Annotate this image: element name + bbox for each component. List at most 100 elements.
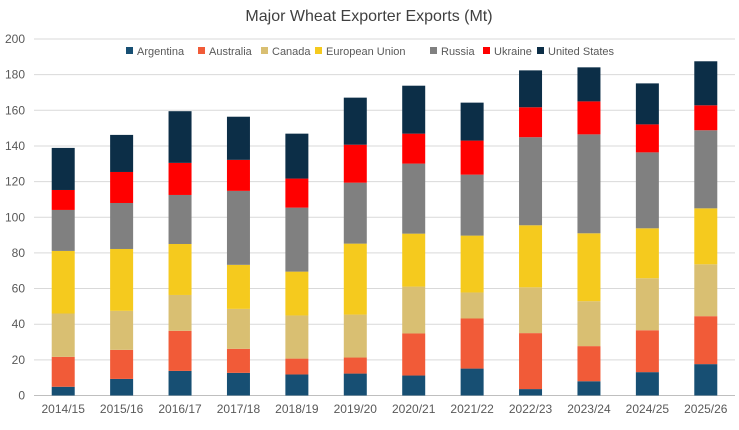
bar-canada: [519, 287, 543, 334]
bar-argentina: [635, 372, 659, 396]
x-tick-label: 2025/26: [684, 402, 728, 416]
x-tick-label: 2024/25: [626, 402, 670, 416]
bar-argentina: [519, 389, 543, 396]
bar-argentina: [343, 373, 367, 396]
bar-european-union: [577, 233, 601, 302]
x-tick-label: 2023/24: [567, 402, 611, 416]
x-tick-label: 2014/15: [42, 402, 86, 416]
bar-ukraine: [402, 133, 426, 164]
bar-canada: [694, 264, 718, 317]
y-tick-label: 60: [12, 282, 26, 296]
x-tick-label: 2020/21: [392, 402, 436, 416]
bar-australia: [694, 316, 718, 365]
bar-european-union: [460, 235, 484, 293]
legend-label: Ukraine: [494, 46, 532, 58]
bar-ukraine: [460, 140, 484, 175]
bar-russia: [694, 130, 718, 209]
bar-european-union: [694, 208, 718, 265]
bar-russia: [635, 152, 659, 229]
bar-ukraine: [51, 189, 75, 210]
bar-argentina: [402, 375, 426, 396]
legend-label: Australia: [209, 46, 253, 58]
bar-ukraine: [110, 171, 134, 203]
y-axis: 0 20 40 60 80 100 120 140 160 180 200: [5, 32, 25, 403]
bar-ukraine: [635, 124, 659, 153]
legend-swatch: [537, 47, 544, 54]
legend-label: Canada: [272, 46, 311, 58]
y-tick-label: 140: [5, 139, 25, 153]
legend-swatch: [261, 47, 268, 54]
bar-russia: [577, 134, 601, 234]
legend-label: Argentina: [137, 46, 185, 58]
bar-australia: [285, 358, 309, 375]
bar-united-states: [285, 133, 309, 179]
bar-european-union: [226, 264, 250, 309]
bar-argentina: [110, 378, 134, 396]
bar-united-states: [226, 116, 250, 160]
bar-united-states: [577, 67, 601, 102]
bar-russia: [460, 174, 484, 236]
bar-canada: [51, 313, 75, 357]
bar-united-states: [635, 83, 659, 125]
y-tick-label: 0: [18, 389, 25, 403]
bars: [51, 61, 718, 396]
y-tick-label: 200: [5, 32, 25, 46]
bar-united-states: [343, 97, 367, 145]
x-tick-label: 2019/20: [334, 402, 378, 416]
bar-russia: [226, 190, 250, 265]
bar-united-states: [460, 102, 484, 141]
y-tick-label: 120: [5, 175, 25, 189]
x-tick-label: 2018/19: [275, 402, 319, 416]
bar-russia: [402, 163, 426, 234]
bar-russia: [519, 137, 543, 226]
bar-canada: [285, 315, 309, 359]
bar-european-union: [168, 243, 192, 295]
y-tick-label: 40: [12, 317, 26, 331]
legend-label: United States: [548, 46, 615, 58]
bar-russia: [51, 209, 75, 251]
bar-canada: [168, 294, 192, 331]
bar-canada: [577, 301, 601, 347]
gridlines: [34, 38, 735, 396]
bar-ukraine: [343, 144, 367, 183]
bar-russia: [285, 207, 309, 272]
bar-russia: [110, 202, 134, 249]
bar-united-states: [519, 70, 543, 108]
bar-australia: [519, 333, 543, 390]
bar-canada: [226, 308, 250, 349]
bar-united-states: [168, 111, 192, 163]
bar-argentina: [168, 370, 192, 396]
chart-title: Major Wheat Exporter Exports (Mt): [245, 8, 492, 25]
y-tick-label: 180: [5, 68, 25, 82]
x-tick-label: 2015/16: [100, 402, 144, 416]
bar-australia: [577, 346, 601, 382]
bar-australia: [343, 357, 367, 374]
bar-australia: [226, 348, 250, 373]
bar-argentina: [51, 386, 75, 396]
y-tick-label: 100: [5, 210, 25, 224]
bar-australia: [51, 356, 75, 387]
bar-australia: [402, 333, 426, 376]
bar-australia: [460, 318, 484, 369]
bar-european-union: [519, 225, 543, 288]
bar-ukraine: [694, 105, 718, 131]
bar-ukraine: [285, 178, 309, 208]
bar-argentina: [226, 372, 250, 396]
bar-united-states: [694, 61, 718, 106]
bar-european-union: [343, 243, 367, 315]
x-tick-label: 2021/22: [450, 402, 494, 416]
legend: Argentina Australia Canada European Union Ru…: [126, 46, 615, 58]
legend-swatch: [126, 47, 133, 54]
bar-russia: [168, 194, 192, 244]
bar-argentina: [694, 364, 718, 396]
x-tick-label: 2016/17: [158, 402, 202, 416]
bar-ukraine: [168, 162, 192, 195]
y-tick-label: 160: [5, 103, 25, 117]
bar-canada: [402, 286, 426, 334]
legend-swatch: [198, 47, 205, 54]
bar-united-states: [402, 85, 426, 134]
x-tick-label: 2017/18: [217, 402, 261, 416]
bar-ukraine: [519, 107, 543, 138]
